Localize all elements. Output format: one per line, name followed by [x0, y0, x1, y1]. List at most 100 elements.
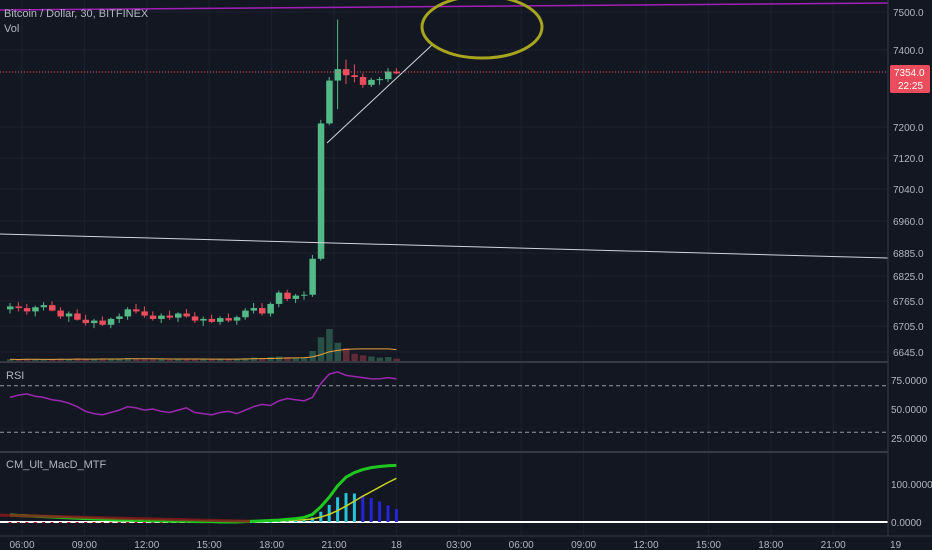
- volume-bar: [15, 359, 22, 362]
- time-tick-label: 18:00: [259, 540, 284, 550]
- volume-bar: [250, 357, 258, 362]
- volume-bar: [225, 359, 232, 362]
- volume-bar: [217, 358, 224, 362]
- volume-bar: [376, 357, 384, 362]
- macd-histogram-bar: [159, 522, 163, 523]
- volume-bar: [343, 348, 350, 362]
- candle-body: [343, 69, 350, 76]
- candle-body: [74, 313, 81, 320]
- candle-body: [15, 306, 22, 309]
- macd-histogram-bar: [294, 520, 298, 522]
- volume-bar: [65, 359, 73, 362]
- candle-body: [208, 318, 216, 322]
- volume-bar: [385, 357, 392, 362]
- time-tick-label: 06:00: [9, 540, 34, 550]
- volume-bar: [292, 357, 300, 362]
- macd-histogram-bar: [285, 520, 289, 522]
- volume-bar: [74, 358, 81, 362]
- macd-histogram-bar: [151, 522, 155, 523]
- macd-histogram-bar: [134, 522, 138, 523]
- candle-body: [309, 258, 316, 295]
- candle-body: [183, 313, 190, 317]
- price-tick-label: 6960.0: [893, 217, 924, 228]
- volume-bar: [200, 358, 207, 362]
- trend-line-purple: [0, 2, 889, 11]
- volume-bar: [107, 359, 115, 362]
- candle-body: [91, 320, 98, 324]
- trend-line-rising: [326, 44, 433, 144]
- volume-ma-line: [9, 348, 397, 361]
- volume-bar: [40, 359, 48, 362]
- candle-body: [200, 318, 207, 321]
- time-tick-label: 12:00: [633, 540, 658, 550]
- macd-red-segment: [0, 513, 251, 523]
- volume-label: Vol: [4, 23, 20, 35]
- last-price-value: 7354.0: [894, 68, 925, 79]
- volume-bar: [267, 357, 274, 362]
- rsi-tick-label: 25.0000: [891, 434, 928, 445]
- price-tick-label: 6645.0: [893, 348, 924, 359]
- candle-body: [368, 79, 375, 85]
- macd-histogram-bar: [142, 522, 146, 523]
- macd-histogram-bar: [109, 522, 113, 523]
- volume-bar: [275, 356, 283, 362]
- volume-bar: [141, 359, 148, 362]
- macd-histogram-bar: [277, 521, 281, 523]
- candle-body: [259, 308, 266, 314]
- macd-histogram-bar: [75, 522, 79, 523]
- volume-bar: [301, 357, 308, 362]
- rsi-label: RSI: [6, 370, 25, 382]
- candles: [7, 19, 400, 329]
- candle-body: [317, 123, 325, 259]
- macd-histogram-bar: [92, 522, 96, 523]
- macd-histogram-bar: [67, 522, 71, 523]
- macd-histogram-bar: [336, 497, 340, 522]
- volume-bar: [158, 359, 165, 362]
- volume-bar: [175, 359, 182, 362]
- volume-bar: [124, 358, 132, 362]
- price-tick-label: 6765.0: [893, 297, 924, 308]
- price-tick-label: 7040.0: [893, 185, 924, 196]
- rsi-tick-label: 75.0000: [891, 376, 928, 387]
- volume-bar: [183, 358, 190, 362]
- time-tick-label: 03:00: [446, 540, 471, 550]
- candle-body: [40, 305, 48, 308]
- last-price-tag: [890, 65, 930, 93]
- candle-body: [351, 75, 358, 77]
- volume-bar: [191, 359, 199, 362]
- macd-histogram-bar: [84, 522, 88, 523]
- macd-histogram-bar: [352, 493, 356, 522]
- candle-body: [65, 313, 73, 317]
- time-tick-label: 18: [391, 540, 403, 550]
- macd-histogram-bar: [394, 509, 398, 522]
- macd-histogram-bar: [386, 505, 390, 522]
- time-tick-label: 15:00: [197, 540, 222, 550]
- macd-tick-label: 100.0000: [891, 480, 932, 491]
- candle-body: [267, 303, 274, 314]
- price-tick-label: 6825.0: [893, 272, 924, 283]
- candle-body: [158, 315, 165, 319]
- volume-bar: [82, 358, 90, 362]
- candle-body: [57, 310, 64, 317]
- candle-body: [23, 308, 31, 312]
- candle-body: [250, 308, 258, 311]
- candle-body: [82, 319, 90, 324]
- target-ellipse: [420, 0, 544, 60]
- volume-bar: [166, 359, 174, 362]
- macd-histogram-bar: [327, 504, 331, 522]
- macd-histogram-bar: [25, 522, 29, 523]
- macd-histogram-bar: [42, 522, 46, 523]
- macd-histogram-bar: [310, 517, 314, 522]
- price-tick-label: 7200.0: [893, 123, 924, 134]
- macd-histogram-bar: [50, 522, 54, 523]
- volume-bars: [7, 329, 400, 362]
- time-tick-label: 09:00: [571, 540, 596, 550]
- volume-bar: [49, 359, 56, 362]
- volume-bar: [317, 337, 325, 362]
- volume-bar: [91, 359, 98, 362]
- macd-histogram-bar: [378, 501, 382, 522]
- volume-bar: [23, 358, 31, 362]
- volume-bar: [99, 358, 106, 362]
- rsi-line: [9, 371, 397, 416]
